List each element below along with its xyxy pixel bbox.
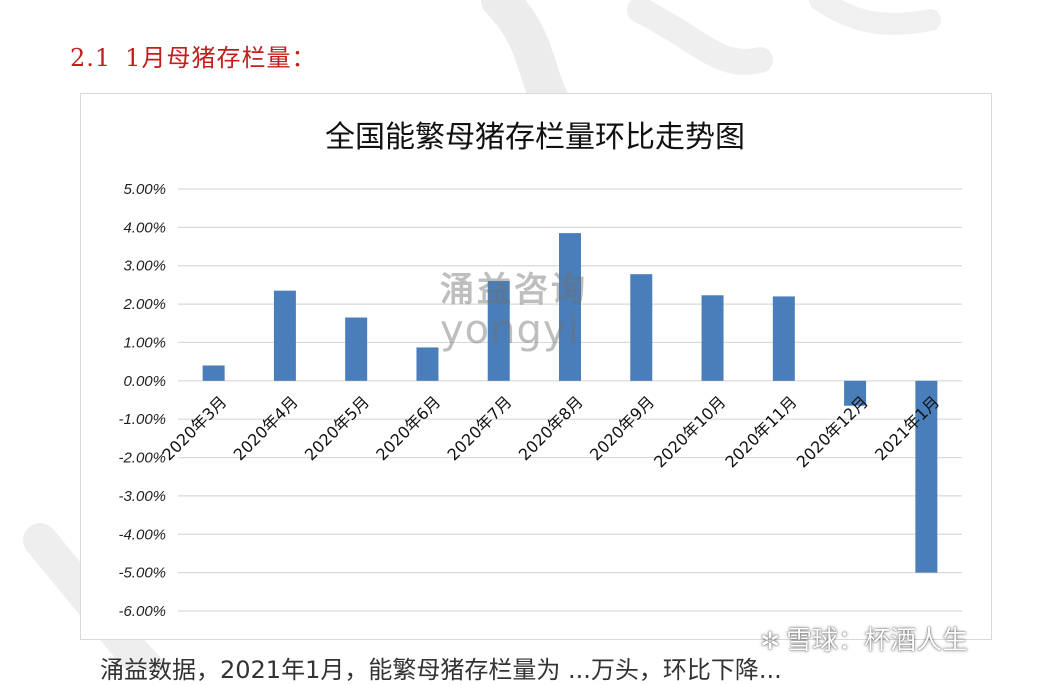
y-tick-label: -5.00% (118, 565, 166, 582)
y-tick-label: 4.00% (123, 219, 166, 236)
bar (844, 380, 867, 406)
x-tick-label: 2020年7月 (443, 392, 515, 464)
y-tick-label: 2.00% (122, 296, 166, 313)
chart-frame (80, 93, 992, 640)
x-tick-label: 2020年12月 (793, 392, 872, 471)
bar (559, 233, 581, 381)
bar (772, 296, 795, 381)
bar (273, 290, 296, 381)
bar (487, 281, 510, 381)
x-tick-label: 2020年10月 (650, 392, 729, 471)
footer-watermark-text: 雪球：杯酒人生 (786, 626, 969, 656)
snowball-icon: ✲ (760, 627, 781, 655)
y-tick-label: 0.00% (123, 373, 166, 390)
x-tick-label: 2020年5月 (301, 392, 373, 464)
y-tick-label: 5.00% (123, 181, 166, 198)
x-tick-label: 2020年3月 (158, 392, 230, 464)
chart-title: 全国能繁母猪存栏量环比走势图 (325, 120, 745, 155)
y-tick-label: -6.00% (118, 603, 166, 620)
y-tick-label: 3.00% (123, 258, 166, 275)
bar (345, 317, 368, 381)
y-tick-label: -3.00% (118, 488, 166, 505)
footer-watermark: ✲ 雪球：杯酒人生 (760, 620, 968, 657)
section-heading: 2.1 1月母猪存栏量： (70, 38, 316, 73)
section-number: 2.1 (70, 44, 112, 72)
section-title: 1月母猪存栏量： (125, 44, 317, 72)
y-tick-label: 1.00% (123, 334, 166, 351)
bar (630, 274, 653, 381)
x-tick-label: 2020年9月 (586, 392, 658, 464)
y-tick-label: -2.00% (118, 450, 166, 467)
bar (701, 295, 724, 381)
bar-chart: 5.00% 4.00% 3.00% 2.00% 1.00% 0.00% -1.00% -2.0… (118, 181, 962, 620)
y-tick-label: -4.00% (118, 526, 166, 543)
x-tick-label: 2020年8月 (515, 392, 587, 464)
bar (202, 365, 225, 381)
x-tick-label: 2020年4月 (230, 392, 302, 464)
bottom-paragraph-cropped: 涌益数据，2021年1月，能繁母猪存栏量为 ...万头，环比下降... (100, 656, 782, 684)
bar (915, 380, 938, 573)
x-tick-label: 2020年6月 (372, 392, 444, 464)
y-tick-label: -1.00% (118, 411, 166, 428)
x-tick-label: 2020年11月 (721, 392, 800, 471)
bar (416, 347, 439, 381)
